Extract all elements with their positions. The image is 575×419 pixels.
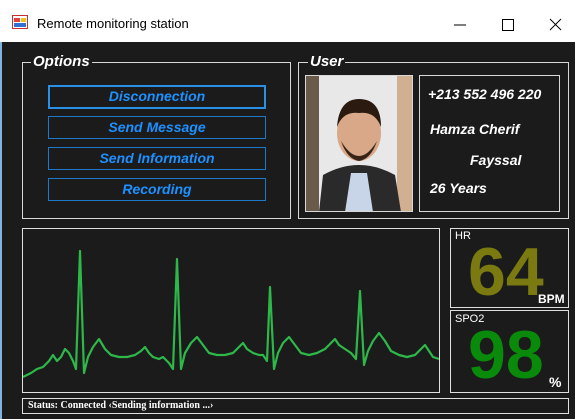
hr-value: 64 xyxy=(468,238,544,306)
user-phone: +213 552 496 220 xyxy=(428,86,541,102)
send-message-button[interactable]: Send Message xyxy=(48,116,266,139)
user-name: Hamza Cherif xyxy=(430,121,519,137)
app-icon xyxy=(12,15,28,29)
spo2-value: 98 xyxy=(468,321,544,389)
ecg-trace xyxy=(23,229,439,392)
user-photo xyxy=(305,75,413,212)
user-legend: User xyxy=(308,54,345,70)
hr-unit: BPM xyxy=(538,292,565,306)
send-information-button[interactable]: Send Information xyxy=(48,147,266,170)
maximize-button[interactable] xyxy=(503,20,514,31)
client-area: Options Disconnection Send Message Send … xyxy=(0,42,575,419)
user-surname: Fayssal xyxy=(470,152,521,168)
user-age: 26 Years xyxy=(430,180,487,196)
title-bar: Remote monitoring station xyxy=(0,0,575,42)
close-button[interactable] xyxy=(550,19,561,30)
status-text: Status: Connected ‹Sending information .… xyxy=(28,400,213,411)
app-window: Remote monitoring station Options Discon… xyxy=(0,0,575,419)
window-title: Remote monitoring station xyxy=(37,16,189,31)
disconnect-button[interactable]: Disconnection xyxy=(48,85,266,109)
window-controls xyxy=(440,10,570,38)
recording-button[interactable]: Recording xyxy=(48,178,266,201)
spo2-unit: % xyxy=(549,374,561,390)
options-legend: Options xyxy=(31,54,92,70)
